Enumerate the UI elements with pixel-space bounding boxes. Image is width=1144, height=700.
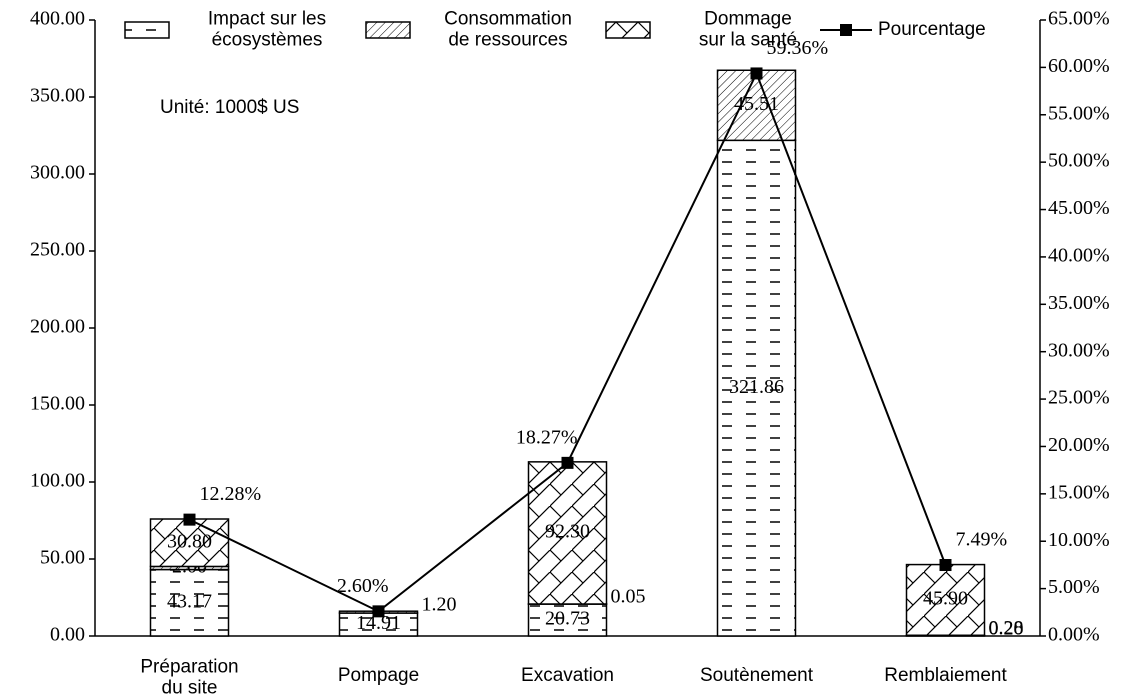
y-tick-label: 50.00 bbox=[40, 547, 85, 569]
line-point bbox=[750, 67, 763, 80]
value-label: 0.05 bbox=[611, 586, 646, 608]
line-point bbox=[939, 559, 952, 572]
y2-tick-label: 5.00% bbox=[1048, 576, 1100, 598]
x-tick-label: Excavation bbox=[521, 665, 614, 686]
line-point bbox=[372, 605, 385, 618]
legend-label: Dommage sur la santé bbox=[699, 9, 797, 51]
value-label: 7.49% bbox=[956, 529, 1008, 551]
x-tick-label: Soutènement bbox=[700, 665, 814, 686]
y-tick-label: 200.00 bbox=[30, 316, 85, 338]
value-label: 30.80 bbox=[167, 530, 212, 552]
value-label: 20.73 bbox=[545, 608, 590, 630]
y2-tick-label: 0.00% bbox=[1048, 624, 1100, 646]
legend-label: Consommation de ressources bbox=[444, 9, 572, 51]
value-label: 0.28 bbox=[989, 617, 1024, 639]
y-tick-label: 350.00 bbox=[30, 85, 85, 107]
y2-tick-label: 50.00% bbox=[1048, 150, 1110, 172]
value-label: 0.20 bbox=[989, 617, 1024, 639]
y2-tick-label: 25.00% bbox=[1048, 387, 1110, 409]
value-label: 14.91 bbox=[356, 612, 401, 634]
y-tick-label: 250.00 bbox=[30, 239, 85, 261]
y2-tick-label: 40.00% bbox=[1048, 245, 1110, 267]
x-tick-label: Remblaiement bbox=[884, 665, 1007, 686]
x-tick-label: Pompage bbox=[338, 665, 419, 686]
y-tick-label: 400.00 bbox=[30, 8, 85, 30]
legend-label: Impact sur les écosystèmes bbox=[208, 9, 326, 51]
value-label: 92.30 bbox=[545, 521, 590, 543]
value-label: 321.86 bbox=[729, 376, 784, 398]
legend-swatch bbox=[365, 21, 411, 39]
value-label: 12.28% bbox=[200, 483, 262, 505]
legend-swatch bbox=[605, 21, 651, 39]
annotation: Unité: 1000$ US bbox=[160, 97, 299, 118]
y2-tick-label: 10.00% bbox=[1048, 529, 1110, 551]
line-point bbox=[183, 513, 196, 526]
y-tick-label: 300.00 bbox=[30, 162, 85, 184]
legend-label: Pourcentage bbox=[878, 19, 986, 40]
y2-tick-label: 65.00% bbox=[1048, 8, 1110, 30]
bar-segment bbox=[905, 563, 986, 637]
bar-segment bbox=[149, 568, 230, 637]
value-label: 1.20 bbox=[422, 594, 457, 616]
y-tick-label: 150.00 bbox=[30, 393, 85, 415]
y2-tick-label: 30.00% bbox=[1048, 339, 1110, 361]
value-label: 2.60% bbox=[337, 575, 389, 597]
legend-swatch bbox=[840, 24, 852, 36]
y-tick-label: 0.00 bbox=[50, 624, 85, 646]
bar-segment bbox=[149, 518, 230, 568]
bar-segment bbox=[716, 139, 797, 637]
x-tick-label: Préparation du site bbox=[140, 657, 238, 699]
line-point bbox=[561, 456, 574, 469]
y2-tick-label: 15.00% bbox=[1048, 481, 1110, 503]
bar-segment bbox=[527, 461, 608, 605]
y2-tick-label: 20.00% bbox=[1048, 434, 1110, 456]
y2-tick-label: 55.00% bbox=[1048, 102, 1110, 124]
value-label: 18.27% bbox=[516, 426, 578, 448]
y-tick-label: 100.00 bbox=[30, 470, 85, 492]
value-label: 45.90 bbox=[923, 588, 968, 610]
value-label: 43.17 bbox=[167, 590, 212, 612]
value-label: 59.36% bbox=[767, 37, 829, 59]
y2-tick-label: 45.00% bbox=[1048, 197, 1110, 219]
legend-swatch bbox=[124, 21, 170, 39]
y2-tick-label: 60.00% bbox=[1048, 55, 1110, 77]
y2-tick-label: 35.00% bbox=[1048, 292, 1110, 314]
